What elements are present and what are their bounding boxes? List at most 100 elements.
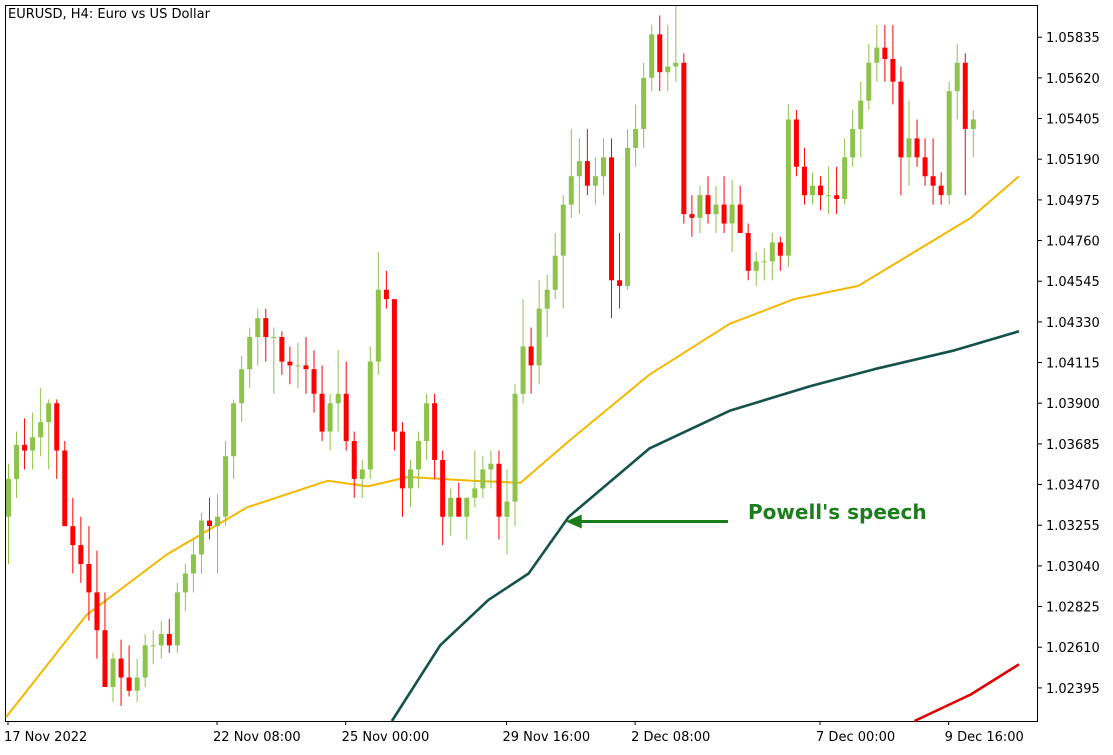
candle-body [70, 526, 76, 546]
candle-body [375, 289, 381, 362]
candle-body [834, 195, 840, 199]
candle-body [38, 422, 44, 438]
candle-body [327, 403, 333, 432]
candle [496, 450, 502, 540]
candle [576, 138, 582, 215]
y-tick-label: 1.04115 [1046, 357, 1100, 372]
candle-body [391, 299, 397, 432]
candle-body [938, 185, 944, 196]
candle [158, 620, 164, 659]
candle [866, 43, 872, 111]
candle-body [842, 157, 848, 199]
candle [432, 393, 438, 479]
chart-title: EURUSD, H4: Euro vs US Dollar [8, 7, 210, 22]
candle-body [303, 365, 309, 370]
candle [753, 251, 759, 286]
candle-body [512, 393, 518, 502]
candle [721, 176, 727, 233]
candle-body [367, 361, 373, 470]
candle-body [456, 497, 462, 517]
candle-body [62, 450, 68, 527]
candle [842, 138, 848, 205]
y-tick-label: 1.03040 [1046, 560, 1100, 575]
candle-body [14, 444, 20, 479]
candle [600, 138, 606, 196]
candle-body [424, 403, 430, 442]
candle-body [279, 337, 285, 362]
candle [359, 459, 365, 498]
candle-body [850, 128, 856, 158]
candle-body [898, 81, 904, 158]
candle [62, 441, 68, 527]
candle [335, 350, 341, 432]
candle [231, 399, 237, 479]
candle [424, 393, 430, 460]
y-tick-label: 1.05405 [1046, 113, 1100, 128]
candle [303, 337, 309, 394]
candle [649, 24, 655, 92]
candle [22, 418, 28, 470]
candle-body [761, 261, 767, 263]
y-tick-label: 1.02395 [1046, 682, 1100, 697]
candle [882, 24, 888, 82]
candle-body [150, 645, 156, 647]
candle-body [416, 441, 422, 470]
candle [416, 431, 422, 489]
candle [801, 147, 807, 205]
candle-body [399, 431, 405, 489]
candle [938, 172, 944, 205]
candle-body [705, 195, 711, 215]
candle-body [560, 204, 566, 256]
candle-body [182, 573, 188, 593]
candle-body [158, 633, 164, 646]
candle [568, 128, 574, 218]
candle [351, 431, 357, 498]
candle-body [22, 444, 28, 451]
y-tick-label: 1.04330 [1046, 316, 1100, 331]
candle [134, 658, 140, 703]
candle-body [673, 62, 679, 67]
y-tick-label: 1.04975 [1046, 194, 1100, 209]
annotation-arrow [565, 514, 728, 529]
candle [906, 100, 912, 186]
candle [625, 128, 631, 290]
candle [215, 494, 221, 574]
candle [319, 365, 325, 442]
y-tick-label: 1.02610 [1046, 641, 1100, 656]
candle-body [102, 630, 108, 687]
candle [890, 24, 896, 105]
candle [182, 564, 188, 612]
candle [480, 456, 486, 498]
candle-body [552, 255, 558, 290]
candle [327, 393, 333, 451]
candle [367, 346, 373, 479]
candle-body [649, 34, 655, 78]
candle-body [295, 365, 301, 367]
candle [520, 299, 526, 404]
candle-body [448, 497, 454, 517]
x-tick-label: 17 Nov 2022 [4, 730, 87, 745]
candle-body [134, 677, 140, 691]
candle [737, 185, 743, 233]
candle-body [496, 463, 502, 517]
candle [343, 361, 349, 451]
candle [375, 251, 381, 375]
y-tick-label: 1.03900 [1046, 397, 1100, 412]
y-tick-label: 1.05620 [1046, 72, 1100, 87]
candle [858, 81, 864, 158]
ma-fast-line [5, 175, 1020, 718]
candle [102, 592, 108, 687]
candle-body [198, 520, 204, 555]
candle-body [697, 195, 703, 218]
candle-body [190, 554, 196, 574]
candle-body [351, 441, 357, 479]
candle-body [504, 501, 510, 517]
candle [287, 346, 293, 385]
candle [207, 497, 212, 540]
candle-body [544, 289, 550, 309]
candle-body [914, 138, 920, 158]
candle [713, 185, 719, 233]
plot-area-frame [5, 5, 1038, 722]
candle [94, 550, 100, 659]
candle-body [681, 62, 687, 215]
